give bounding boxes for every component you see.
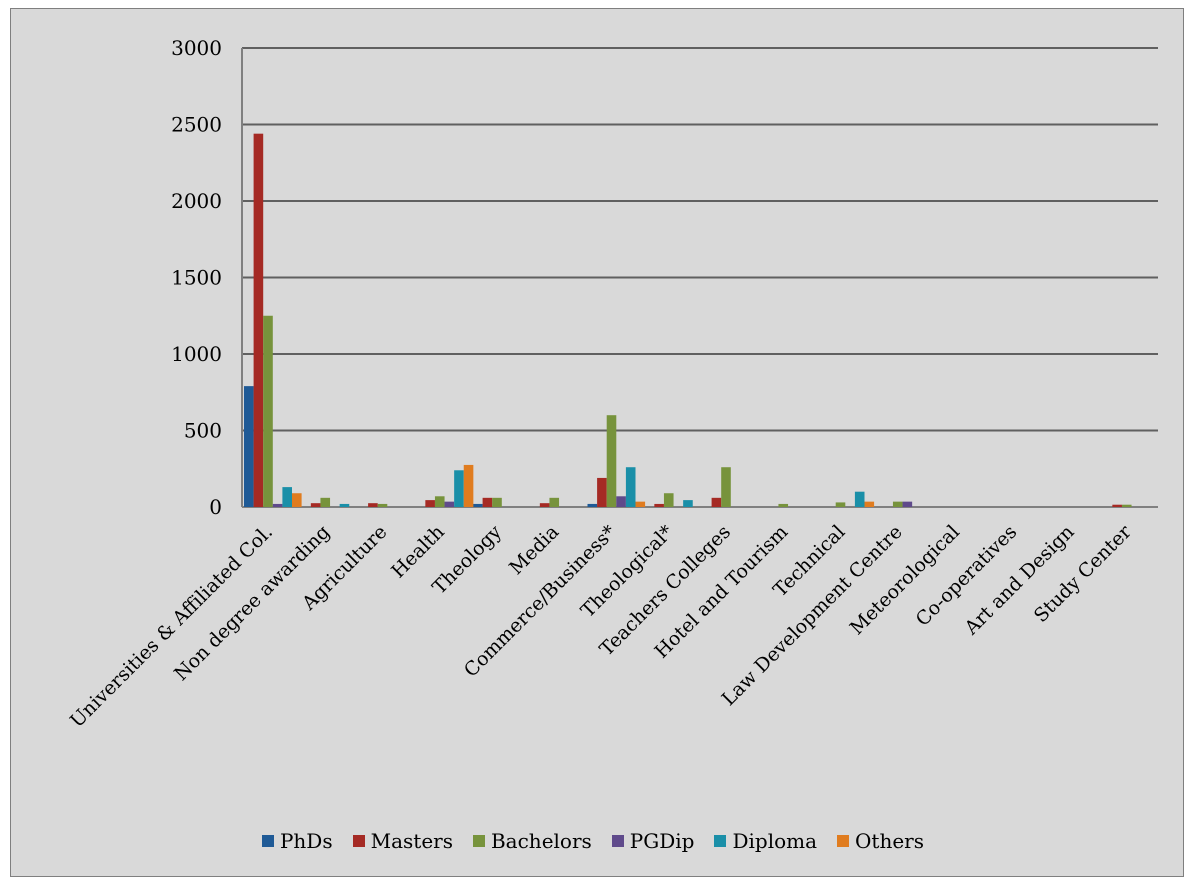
bar-bachelors-4: [492, 497, 502, 507]
bar-phds-4: [473, 503, 483, 507]
y-tick-label: 0: [209, 495, 222, 519]
bar-diploma-0: [282, 487, 292, 507]
bar-bachelors-15: [1121, 504, 1132, 507]
legend-label: Others: [855, 829, 925, 853]
legend-label: PGDip: [629, 829, 695, 853]
bar-others-10: [864, 501, 875, 507]
bar-bachelors-0: [263, 315, 273, 507]
category-label: Study Center: [1030, 520, 1137, 627]
legend-item-masters: Masters: [352, 829, 453, 853]
legend-swatch: [714, 835, 727, 847]
bar-masters-6: [597, 477, 607, 507]
chart-frame: [10, 8, 1184, 877]
bar-masters-0: [253, 133, 264, 507]
legend-swatch: [472, 835, 485, 847]
bar-others-3: [463, 464, 474, 507]
chart-legend: PhDs Masters Bachelors PGDip Diploma Others: [0, 828, 1186, 854]
legend-item-diploma: Diploma: [714, 829, 817, 853]
category-label: Universities & Affiliated Col.: [66, 521, 277, 732]
legend-item-bachelors: Bachelors: [472, 829, 592, 853]
bar-bachelors-11: [892, 501, 903, 507]
bar-bachelors-8: [721, 467, 731, 507]
bar-diploma-6: [625, 467, 636, 507]
bar-phds-6: [587, 503, 598, 507]
legend-swatch: [837, 835, 850, 847]
legend-item-others: Others: [837, 829, 924, 853]
bar-masters-2: [368, 503, 378, 507]
bar-masters-1: [310, 503, 321, 507]
bar-masters-15: [1112, 504, 1122, 507]
bar-pgdip-6: [616, 496, 626, 507]
bar-bachelors-7: [663, 493, 674, 507]
bar-pgdip-11: [902, 501, 913, 507]
bar-bachelors-6: [606, 415, 617, 507]
bar-bachelors-9: [778, 503, 789, 507]
bar-masters-4: [482, 497, 493, 507]
bar-others-6: [635, 501, 646, 507]
legend-label: Masters: [370, 829, 453, 853]
legend-swatch: [261, 835, 274, 847]
legend-item-phds: PhDs: [261, 829, 333, 853]
y-tick-label: 500: [184, 419, 222, 443]
bar-bachelors-1: [320, 497, 331, 507]
bar-bachelors-5: [549, 497, 560, 507]
legend-swatch: [352, 835, 365, 847]
y-tick-label: 2000: [171, 189, 222, 213]
bar-diploma-10: [854, 491, 865, 507]
y-tick-label: 3000: [171, 36, 222, 60]
bar-masters-7: [654, 503, 664, 507]
bar-bachelors-2: [377, 503, 388, 507]
legend-label: Bachelors: [490, 829, 592, 853]
bar-masters-5: [539, 503, 550, 507]
y-tick-label: 2500: [171, 113, 222, 137]
legend-item-pgdip: PGDip: [611, 829, 695, 853]
category-label: Co-operatives: [912, 521, 1022, 631]
legend-label: PhDs: [279, 829, 333, 853]
legend-label: Diploma: [732, 829, 818, 853]
bar-masters-3: [425, 500, 435, 507]
bar-diploma-3: [454, 470, 464, 507]
bar-bachelors-3: [434, 496, 445, 507]
bar-masters-8: [711, 497, 722, 507]
bar-others-0: [292, 493, 302, 507]
bar-pgdip-3: [444, 501, 455, 507]
y-tick-label: 1500: [171, 266, 222, 290]
bar-pgdip-0: [272, 503, 283, 507]
bar-bachelors-10: [835, 502, 846, 507]
bar-phds-0: [244, 386, 254, 507]
legend-swatch: [611, 835, 624, 847]
bar-diploma-7: [683, 500, 693, 507]
bar-diploma-1: [339, 503, 350, 507]
y-tick-label: 1000: [171, 342, 222, 366]
